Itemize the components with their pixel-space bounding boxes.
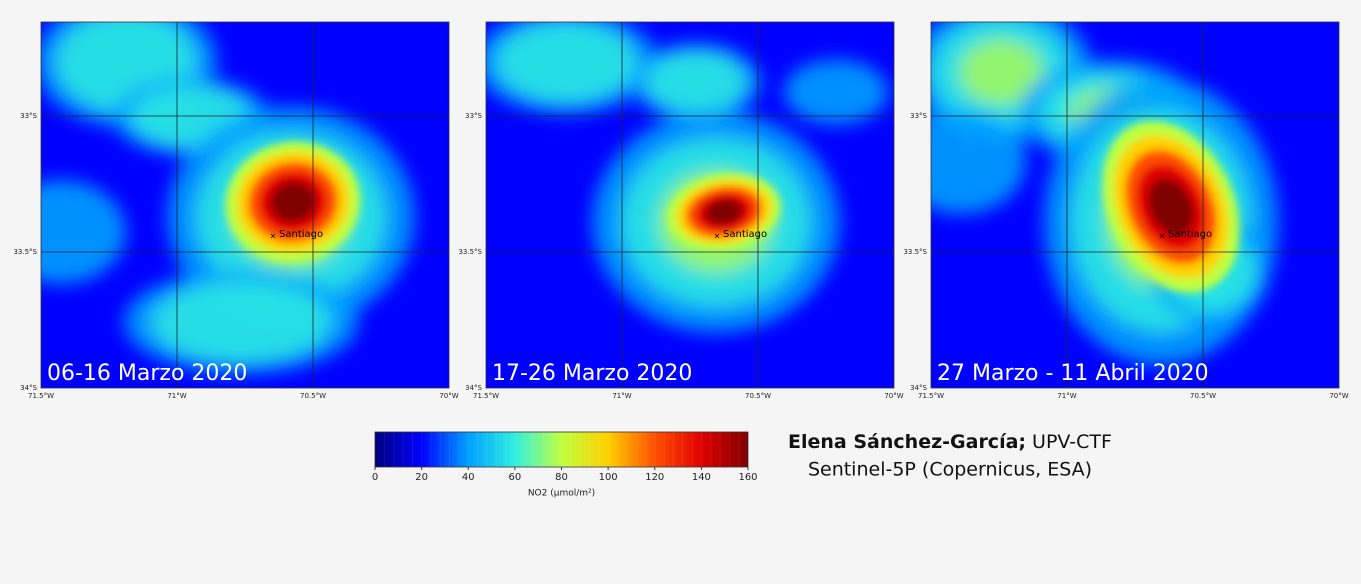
colorbar-tick-label: 100: [599, 472, 618, 483]
colorbar: 0 20 40 60 80 100 120 140 160 NO2 (μmol/m²): [372, 431, 758, 499]
heatmap: [486, 22, 894, 388]
lon-tick-label: 71°W: [1057, 392, 1076, 400]
lon-tick-label: 70.5°W: [745, 392, 771, 400]
city-label: Santiago: [1168, 229, 1212, 240]
credit-line: Elena Sánchez-García; UPV-CTF: [788, 431, 1112, 453]
colorbar-ramp: [374, 431, 749, 468]
heatmap: [41, 22, 449, 388]
lat-tick-label: 34°S: [20, 384, 37, 392]
colorbar-tick-label: 140: [692, 472, 711, 483]
panel-label: 27 Marzo - 11 Abril 2020: [937, 361, 1209, 386]
credit-org: UPV-CTF: [1026, 431, 1112, 453]
credit-source: Sentinel-5P (Copernicus, ESA): [808, 459, 1092, 481]
lon-tick-label: 70.5°W: [1190, 392, 1216, 400]
map-frame: [40, 21, 450, 389]
no2-area: [41, 180, 126, 284]
lon-tick-label: 70.5°W: [300, 392, 326, 400]
lon-tick-label: 70°W: [1329, 392, 1348, 400]
colorbar-tick-label: 0: [372, 472, 378, 483]
no2-area: [151, 282, 331, 362]
lon-tick-label: 71.5°W: [473, 392, 499, 400]
no2-level: [1148, 178, 1194, 236]
lon-tick-label: 71°W: [167, 392, 186, 400]
lat-tick-label: 34°S: [910, 384, 927, 392]
no2-area: [959, 39, 1043, 105]
heatmap: [931, 22, 1339, 388]
no2-level: [705, 199, 743, 225]
lat-tick-label: 33.5°S: [903, 248, 927, 256]
lat-tick-label: 33.5°S: [13, 248, 37, 256]
lat-tick-label: 33°S: [465, 112, 482, 120]
no2-hotspot: [667, 173, 781, 251]
lat-tick-label: 33°S: [910, 112, 927, 120]
no2-area: [646, 52, 746, 112]
panel-label: 06-16 Marzo 2020: [47, 361, 247, 386]
no2-hotspot: [225, 141, 361, 263]
colorbar-tick-label: 60: [509, 472, 522, 483]
map-frame: [485, 21, 895, 389]
map-frame: [930, 21, 1340, 389]
no2-area: [931, 110, 1026, 214]
panel-label: 17-26 Marzo 2020: [492, 361, 692, 386]
city-marker: ×: [270, 232, 277, 241]
colorbar-tick-label: 120: [645, 472, 664, 483]
lon-tick-label: 71°W: [612, 392, 631, 400]
lon-tick-label: 70°W: [884, 392, 903, 400]
lon-tick-label: 71.5°W: [918, 392, 944, 400]
no2-hotspot: [1102, 121, 1240, 293]
no2-level: [270, 181, 316, 223]
city-label: Santiago: [279, 229, 323, 240]
no2-area: [496, 22, 636, 102]
lat-tick-label: 33°S: [20, 112, 37, 120]
colorbar-tick-label: 80: [555, 472, 568, 483]
map-panel: × Santiago 27 Marzo - 11 Abril 2020 33°S 33.…: [903, 21, 1349, 400]
lon-tick-label: 71.5°W: [28, 392, 54, 400]
city-label: Santiago: [723, 229, 767, 240]
lat-tick-label: 34°S: [465, 384, 482, 392]
credit-author: Elena Sánchez-García;: [788, 431, 1026, 453]
colorbar-tick-label: 40: [462, 472, 475, 483]
city-marker: ×: [1159, 232, 1166, 241]
colorbar-tick-label: 20: [415, 472, 428, 483]
colorbar-tick-label: 160: [738, 472, 757, 483]
lat-tick-label: 33.5°S: [458, 248, 482, 256]
no2-area: [784, 59, 888, 125]
lon-tick-label: 70°W: [439, 392, 458, 400]
colorbar-label: NO2 (μmol/m²): [528, 489, 595, 499]
city-marker: ×: [714, 232, 721, 241]
